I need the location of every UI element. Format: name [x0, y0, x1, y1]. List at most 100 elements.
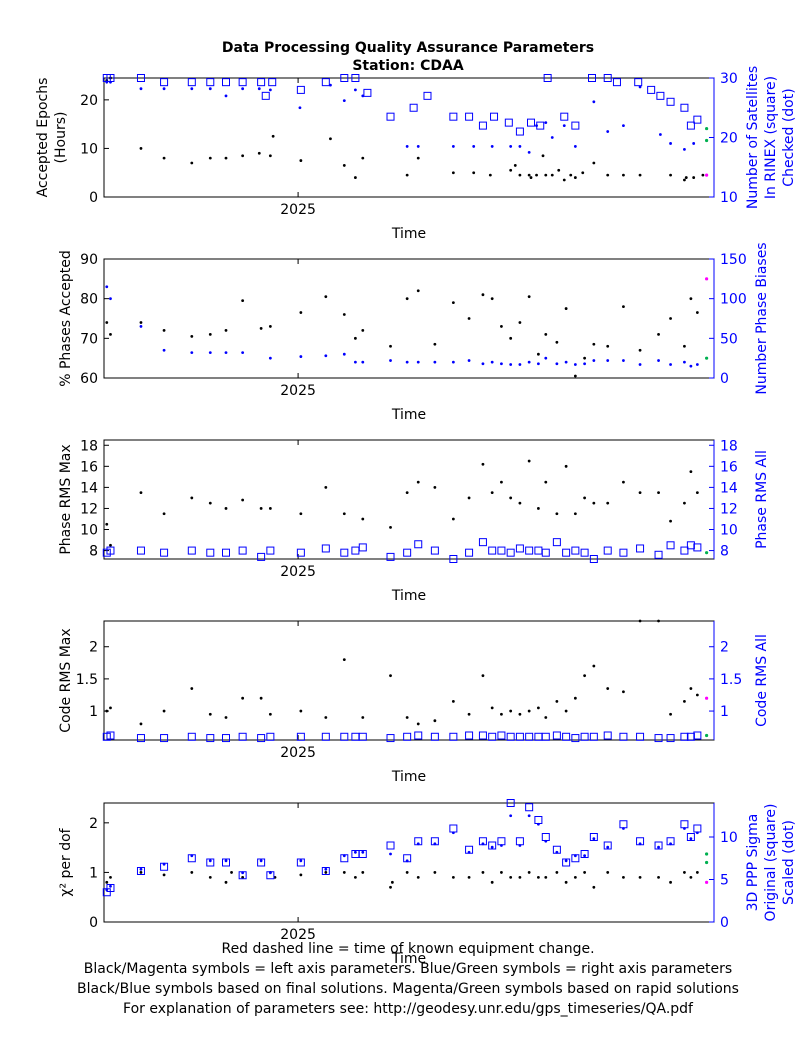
data-point-square: [527, 118, 535, 127]
data-point-dot: [583, 356, 587, 360]
right-axis-label: Number Phase Biases: [754, 242, 770, 394]
data-point-dot: [139, 491, 143, 495]
data-point-square: [686, 121, 695, 130]
left-tick-label: 60: [80, 371, 98, 387]
data-point-square: [187, 78, 196, 87]
data-point-dot: [573, 176, 577, 179]
data-point-square: [257, 78, 266, 87]
right-tick-label: 14: [720, 480, 738, 496]
data-point-dot: [573, 696, 577, 700]
data-point-dot: [361, 329, 365, 332]
data-point-square: [465, 548, 474, 557]
data-point-dot: [390, 880, 394, 884]
right-tick-label: 30: [720, 71, 738, 87]
right-tick-label: 150: [720, 252, 747, 268]
data-point-dot: [555, 871, 559, 874]
data-point-dot: [361, 871, 365, 874]
data-point-square: [478, 538, 487, 547]
data-point-dot: [105, 321, 109, 324]
left-tick-label: 0: [89, 190, 98, 206]
data-point-dot: [109, 332, 112, 336]
data-point-dot: [224, 351, 228, 355]
data-point-dot: [105, 709, 109, 713]
data-point-dot: [518, 712, 522, 716]
left-axis-label: Phase RMS Max: [58, 444, 74, 554]
data-point-dot: [162, 709, 166, 713]
data-point-dot: [481, 362, 485, 366]
data-point-dot: [513, 164, 517, 167]
data-point-square: [321, 732, 330, 741]
data-point-square: [266, 732, 275, 741]
data-point-dot: [416, 722, 420, 726]
data-point-dot: [416, 480, 420, 484]
data-point-dot: [683, 700, 686, 703]
data-point-dot: [361, 716, 365, 719]
data-point-dot: [416, 145, 420, 148]
data-point-square: [430, 546, 439, 555]
data-point-dot: [467, 496, 471, 500]
data-point-square: [222, 858, 230, 867]
data-point-dot: [451, 360, 455, 364]
data-point-square: [497, 546, 506, 555]
data-point-dot: [500, 480, 503, 484]
data-point-square: [257, 858, 266, 867]
data-point-dot: [361, 517, 365, 521]
data-point-dot: [190, 351, 194, 355]
data-point-square: [222, 734, 230, 743]
data-point-square: [238, 546, 247, 555]
data-point-dot: [451, 145, 455, 148]
data-point-dot: [557, 168, 561, 172]
data-point-dot: [509, 168, 513, 172]
data-point-square: [552, 731, 561, 740]
data-point-square: [187, 732, 196, 741]
data-point-dot: [669, 173, 672, 177]
data-point-dot: [389, 674, 392, 678]
footer-line-3: Black/Blue symbols based on final soluti…: [77, 981, 739, 997]
data-point-dot: [139, 871, 143, 874]
data-point-dot: [689, 837, 693, 841]
data-point-square: [409, 103, 418, 112]
data-point-dot: [105, 522, 109, 526]
left-tick-label: 14: [80, 480, 98, 496]
data-point-dot: [162, 156, 166, 160]
data-point-square: [515, 732, 524, 741]
data-point-dot: [658, 133, 662, 136]
rapid-data-point: [705, 733, 709, 738]
data-point-dot: [224, 329, 228, 332]
data-marks: [102, 74, 709, 182]
data-point-dot: [509, 709, 513, 713]
data-point-square: [266, 546, 275, 555]
data-point-dot: [451, 517, 455, 521]
data-point-dot: [190, 854, 194, 858]
data-point-dot: [190, 687, 194, 690]
data-point-square: [686, 833, 695, 841]
data-point-square: [386, 841, 395, 850]
left-tick-label: 16: [80, 459, 98, 475]
rapid-data-point: [705, 173, 709, 177]
data-point-dot: [683, 148, 686, 151]
data-point-dot: [684, 176, 688, 179]
data-point-dot: [109, 875, 112, 879]
data-point-dot: [139, 87, 143, 91]
data-point-square: [571, 121, 580, 130]
data-point-square: [430, 732, 439, 741]
data-point-square: [654, 550, 663, 559]
panel-p4: 2025 Time 1 1.5 2 1 1.5 2 Code RMS Max Code RMS A…: [58, 619, 770, 785]
data-point-dot: [573, 363, 577, 366]
right-tick-label: 16: [720, 459, 738, 475]
data-point-square: [580, 548, 589, 557]
data-point-dot: [527, 459, 531, 463]
data-point-dot: [689, 364, 693, 368]
data-point-dot: [683, 178, 686, 182]
data-point-dot: [544, 356, 548, 360]
right-tick-label: 1.5: [720, 672, 742, 688]
data-point-dot: [230, 871, 233, 874]
data-marks: [102, 459, 709, 563]
left-tick-label: 8: [89, 544, 98, 560]
data-point-dot: [299, 873, 303, 877]
right-tick-label: 12: [720, 501, 738, 517]
data-point-dot: [555, 850, 559, 854]
data-point-square: [693, 115, 702, 124]
data-point-square: [656, 91, 665, 100]
data-point-square: [534, 816, 543, 824]
